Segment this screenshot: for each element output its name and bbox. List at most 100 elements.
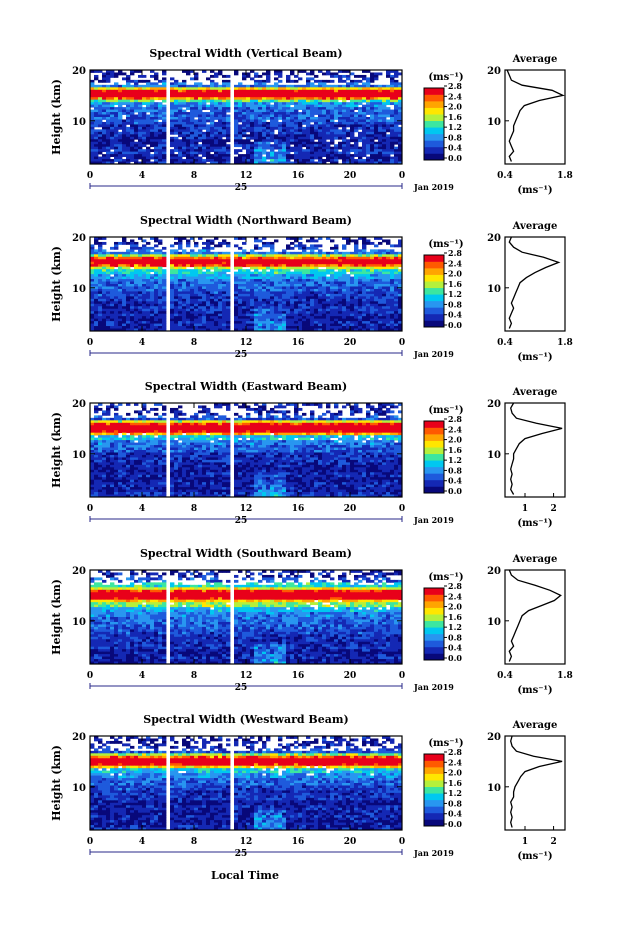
heatmap-cell	[266, 294, 270, 297]
heatmap-cell	[346, 85, 350, 88]
heatmap-cell	[174, 159, 178, 162]
heatmap-cell	[262, 119, 266, 122]
heatmap-cell	[286, 296, 290, 299]
heatmap-cell	[114, 299, 118, 302]
heatmap-cell	[258, 299, 262, 302]
heatmap-cell	[154, 117, 158, 120]
heatmap-cell	[214, 127, 218, 130]
heatmap-cell	[246, 286, 250, 289]
heatmap-cell	[374, 85, 378, 88]
heatmap-cell	[194, 306, 198, 309]
heatmap-cell	[354, 154, 358, 157]
heatmap-cell	[142, 272, 146, 275]
heatmap-cell	[186, 142, 190, 145]
heatmap-cell	[202, 127, 206, 130]
heatmap-cell	[98, 85, 102, 88]
heatmap-cell	[234, 152, 238, 155]
heatmap-cell	[170, 119, 174, 122]
heatmap-cell	[262, 115, 266, 118]
heatmap-cell	[346, 129, 350, 132]
heatmap-cell	[206, 301, 210, 304]
heatmap-cell	[206, 272, 210, 275]
heatmap-cell	[250, 249, 254, 252]
heatmap-cell	[270, 110, 274, 113]
heatmap-cell	[198, 127, 202, 130]
heatmap-cell	[330, 277, 334, 280]
heatmap-cell	[138, 277, 142, 280]
heatmap-cell	[242, 102, 246, 105]
heatmap-cell	[246, 124, 250, 127]
heatmap-cell	[158, 137, 162, 140]
heatmap-cell	[134, 304, 138, 307]
heatmap-cell	[394, 304, 398, 307]
heatmap-cell	[170, 142, 174, 145]
heatmap-cell	[294, 272, 298, 275]
heatmap-cell	[302, 309, 306, 312]
heatmap-cell	[378, 95, 382, 98]
heatmap-cell	[122, 316, 126, 319]
heatmap-cell	[158, 102, 162, 105]
heatmap-cell	[218, 309, 222, 312]
heatmap-cell	[242, 97, 246, 100]
heatmap-cell	[110, 144, 114, 147]
heatmap-cell	[162, 254, 166, 257]
heatmap-cell	[274, 289, 278, 292]
heatmap-cell	[242, 289, 246, 292]
heatmap-cell	[90, 309, 94, 312]
heatmap-cell	[302, 137, 306, 140]
heatmap-cell	[362, 117, 366, 120]
heatmap-cell	[270, 95, 274, 98]
heatmap-cell	[310, 144, 314, 147]
heatmap-cell	[366, 122, 370, 125]
heatmap-cell	[130, 279, 134, 282]
heatmap-cell	[158, 87, 162, 90]
heatmap-cell	[282, 272, 286, 275]
heatmap-cell	[118, 286, 122, 289]
heatmap-cell	[194, 252, 198, 255]
heatmap-cell	[350, 257, 354, 260]
heatmap-cell	[142, 129, 146, 132]
heatmap-cell	[110, 105, 114, 108]
heatmap-cell	[194, 154, 198, 157]
heatmap-cell	[90, 304, 94, 307]
heatmap-cell	[102, 90, 106, 93]
heatmap-cell	[362, 137, 366, 140]
heatmap-cell	[178, 119, 182, 122]
heatmap-cell	[106, 267, 110, 270]
heatmap-cell	[130, 311, 134, 314]
heatmap-cell	[126, 117, 130, 120]
heatmap-cell	[190, 115, 194, 118]
heatmap-cell	[94, 144, 98, 147]
heatmap-cell	[98, 299, 102, 302]
heatmap-cell	[202, 137, 206, 140]
heatmap-cell	[150, 154, 154, 157]
heatmap-cell	[182, 97, 186, 100]
heatmap-cell	[210, 80, 214, 83]
heatmap-cell	[122, 304, 126, 307]
heatmap-cell	[278, 299, 282, 302]
heatmap-cell	[194, 152, 198, 155]
heatmap-cell	[170, 139, 174, 142]
heatmap-cell	[170, 314, 174, 317]
heatmap-cell	[374, 279, 378, 282]
heatmap-cell	[226, 127, 230, 130]
heatmap-cell	[346, 139, 350, 142]
heatmap-cell	[258, 304, 262, 307]
heatmap-cell	[386, 272, 390, 275]
heatmap-cell	[362, 252, 366, 255]
heatmap-cell	[262, 319, 266, 322]
heatmap-cell	[270, 269, 274, 272]
heatmap-cell	[318, 277, 322, 280]
heatmap-cell	[194, 107, 198, 110]
heatmap-cell	[242, 286, 246, 289]
heatmap-cell	[234, 264, 238, 267]
heatmap-cell	[354, 107, 358, 110]
heatmap-cell	[346, 269, 350, 272]
heatmap-cell	[234, 306, 238, 309]
heatmap-cell	[118, 301, 122, 304]
heatmap-cell	[302, 152, 306, 155]
heatmap-cell	[146, 110, 150, 113]
heatmap-cell	[146, 159, 150, 162]
heatmap-cell	[106, 129, 110, 132]
heatmap-cell	[290, 92, 294, 95]
